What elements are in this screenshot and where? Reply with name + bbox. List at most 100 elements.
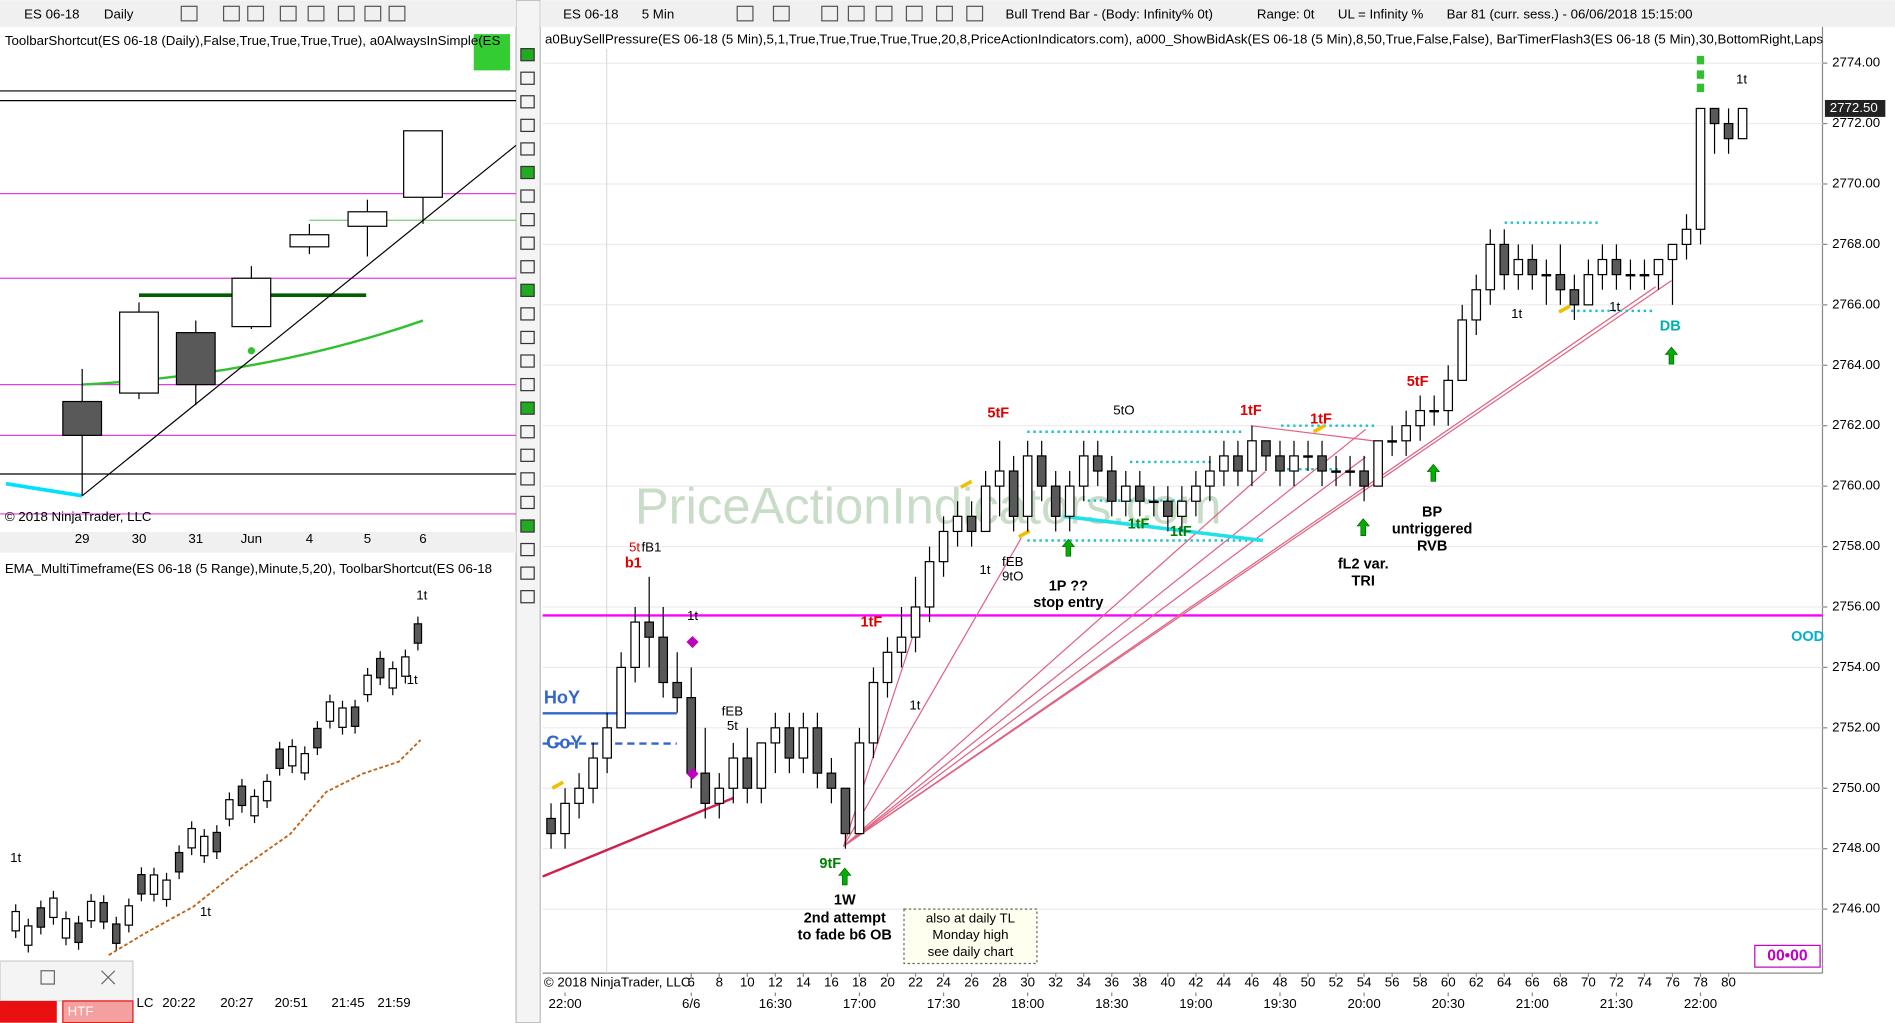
x-tick-label: 48: [1273, 974, 1288, 989]
x-tick-label: 76: [1665, 974, 1680, 989]
toolbar-icon[interactable]: [821, 5, 839, 22]
x-tick-label: 34: [1076, 974, 1091, 989]
toolbar-icon[interactable]: [364, 5, 382, 22]
daily-body: [231, 277, 272, 328]
candle-body: [1681, 228, 1692, 246]
toolbar-icon[interactable]: [905, 5, 923, 22]
y-tick-label: 2758.00: [1832, 538, 1880, 553]
time-tick-label: 20:00: [1347, 996, 1380, 1011]
candle-body: [1443, 379, 1454, 412]
close-icon[interactable]: [101, 970, 116, 985]
toolbar-icon[interactable]: [736, 5, 754, 22]
toolbar-icon[interactable]: [772, 5, 790, 22]
button-label[interactable]: HTF: [68, 1003, 94, 1018]
x-tick-label: 6: [419, 531, 426, 546]
annotation: 1t: [1609, 299, 1620, 314]
candle-body: [966, 515, 977, 533]
tool-icon[interactable]: [520, 48, 535, 62]
tool-icon[interactable]: [520, 189, 535, 203]
tool-icon[interactable]: [520, 307, 535, 321]
annotation: 1t: [687, 608, 698, 623]
tool-icon[interactable]: [520, 566, 535, 580]
candle-body: [616, 666, 626, 729]
candle-body: [1667, 243, 1678, 261]
x-tick-label: 36: [1104, 974, 1119, 989]
toolbar-icon[interactable]: [966, 5, 984, 22]
candle-body: [1064, 485, 1075, 517]
tool-icon[interactable]: [520, 542, 535, 557]
tool-icon[interactable]: [520, 212, 535, 227]
tool-icon[interactable]: [520, 165, 535, 180]
x-tick-label: 24: [936, 974, 951, 989]
symbol[interactable]: ES 06-18: [24, 6, 79, 21]
toolbar-icon[interactable]: [307, 5, 325, 22]
toolbar-icon[interactable]: [279, 5, 297, 22]
green-dot: [1696, 83, 1705, 93]
candle-body: [1387, 440, 1397, 443]
maximize-icon[interactable]: [40, 970, 55, 985]
toolbar-icon[interactable]: [936, 5, 953, 22]
trend-line: [843, 428, 1367, 847]
candle-body: [1219, 455, 1229, 472]
candle-body: [658, 636, 669, 684]
tool-icon[interactable]: [520, 71, 535, 85]
toolbar-icon[interactable]: [337, 5, 355, 22]
main-chart: PriceActionIndicators.com2746.002748.002…: [542, 26, 1886, 1011]
candle-body: [1457, 319, 1468, 381]
trend-line: [843, 537, 1022, 847]
interval[interactable]: 5 Min: [642, 6, 674, 21]
range-body: [24, 925, 33, 946]
tool-icon[interactable]: [520, 377, 535, 392]
tool-icon[interactable]: [520, 472, 535, 486]
yellow-marker: [1312, 424, 1326, 434]
trend-line: [1250, 425, 1378, 443]
tool-icon[interactable]: [520, 425, 535, 439]
toolbar-icon[interactable]: [847, 5, 865, 22]
tool-icon[interactable]: [520, 236, 535, 250]
candle-body: [1163, 500, 1173, 517]
toolbar-icon[interactable]: [180, 5, 198, 22]
time-tick-label: 20:30: [1432, 996, 1465, 1011]
annotation: untriggered: [1392, 521, 1473, 537]
candle-body: [644, 621, 655, 638]
interval[interactable]: Daily: [104, 6, 134, 21]
tool-icon[interactable]: [520, 142, 535, 156]
candle-body: [868, 681, 879, 744]
trend-line: [542, 796, 735, 878]
toolbar-icon[interactable]: [222, 5, 240, 22]
candle-body: [1078, 455, 1089, 487]
candle-body: [1513, 258, 1524, 276]
annotation: fL2 var.: [1338, 557, 1389, 573]
tool-icon[interactable]: [520, 401, 535, 415]
x-tick-label: 46: [1245, 974, 1260, 989]
red-button[interactable]: [0, 1000, 57, 1023]
tool-icon[interactable]: [520, 95, 535, 109]
tool-icon[interactable]: [520, 330, 535, 345]
tool-icon[interactable]: [520, 118, 535, 133]
annotation: 5tO: [1113, 403, 1134, 418]
annotation: RVB: [1417, 538, 1447, 554]
candle-body: [714, 787, 725, 804]
last-price-label: 2772.50: [1830, 100, 1878, 115]
tool-icon[interactable]: [520, 519, 535, 533]
tool-icon[interactable]: [520, 448, 535, 462]
x-tick-label: 44: [1217, 974, 1232, 989]
x-tick-label: 38: [1132, 974, 1147, 989]
tool-icon[interactable]: [520, 260, 535, 274]
tool-icon[interactable]: [520, 283, 535, 297]
toolbar-icon[interactable]: [875, 5, 893, 22]
x-tick-label: 20:27: [220, 995, 253, 1010]
tool-icon[interactable]: [520, 495, 535, 510]
candle-body: [938, 530, 949, 563]
level-label: CoY: [546, 732, 582, 752]
annotation: also at daily TL: [926, 910, 1015, 925]
toolbar-icon[interactable]: [388, 5, 406, 22]
tool-icon[interactable]: [520, 354, 535, 368]
symbol[interactable]: ES 06-18: [563, 6, 618, 21]
toolbar-icon[interactable]: [247, 5, 265, 22]
candle-body: [826, 772, 837, 789]
annotation: to fade b6 OB: [798, 928, 892, 944]
tool-icon[interactable]: [520, 590, 535, 604]
arrow-marker: [1061, 538, 1076, 557]
